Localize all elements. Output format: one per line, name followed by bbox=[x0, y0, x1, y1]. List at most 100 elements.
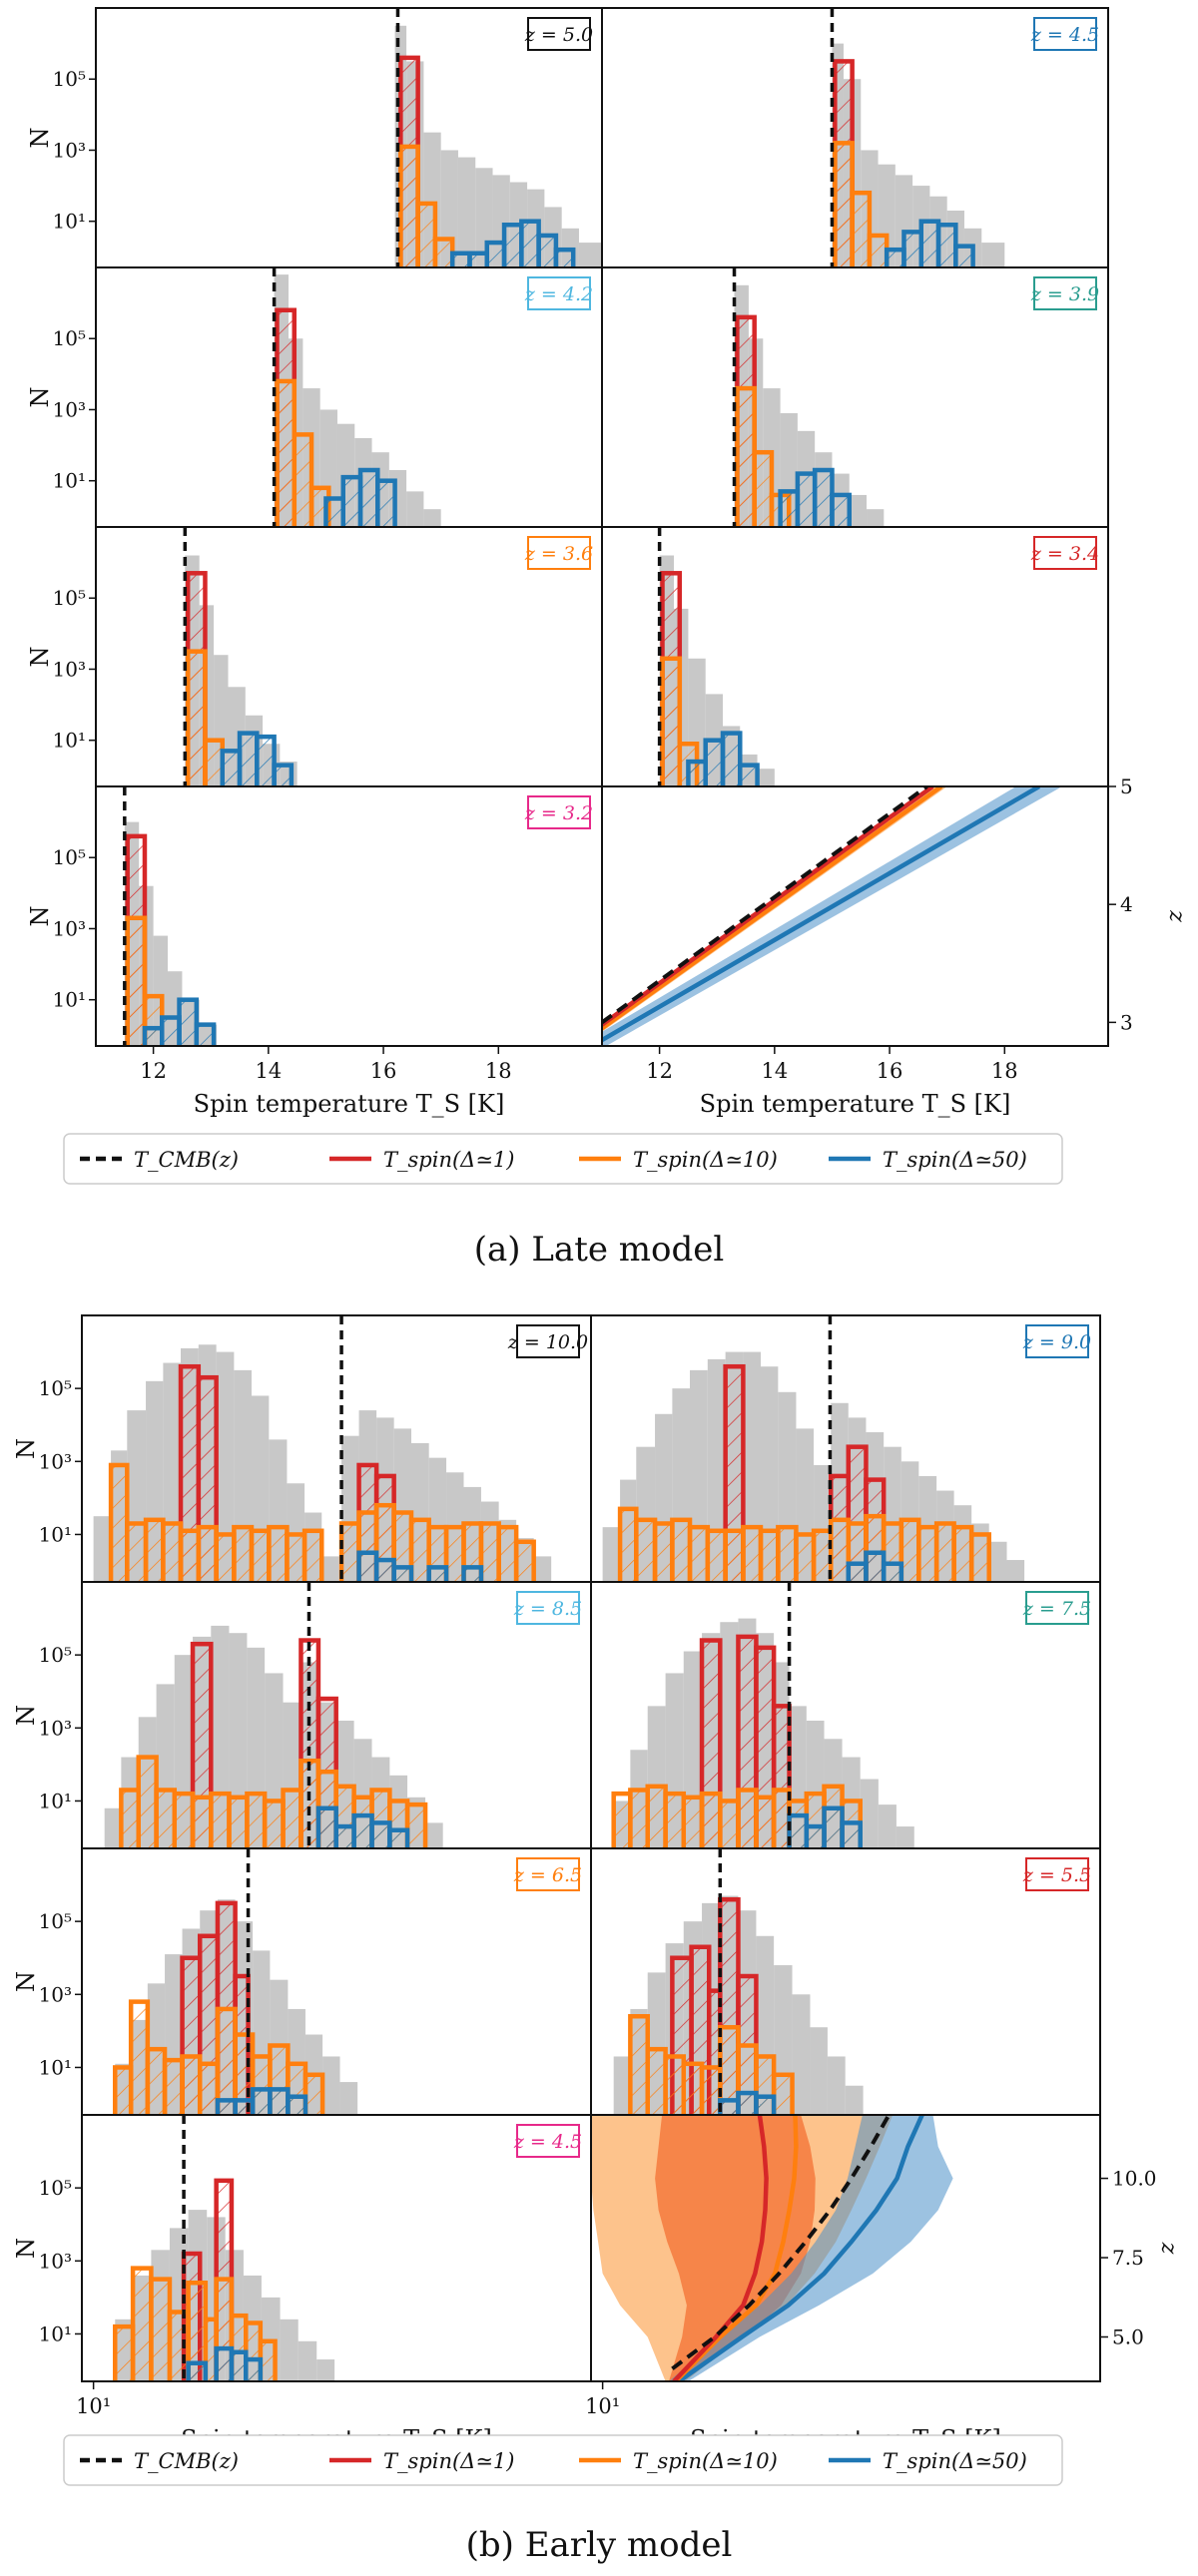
line-tcmb bbox=[602, 786, 928, 1025]
bar-tspin-delta50 bbox=[220, 749, 243, 786]
bar-tspin-delta50 bbox=[519, 219, 541, 267]
bar-tspin-delta50 bbox=[953, 244, 975, 267]
bar-tspin-delta50 bbox=[387, 1827, 410, 1848]
bar-tspin-delta10 bbox=[145, 2046, 168, 2115]
bar-tspin-delta50 bbox=[237, 731, 260, 786]
bar-tspin-delta1 bbox=[723, 1363, 746, 1582]
z-label: z = 8.5 bbox=[513, 1598, 582, 1620]
bar-tspin-delta50 bbox=[812, 467, 835, 527]
z-label-box bbox=[1033, 17, 1097, 51]
hist-panel-early-0: z = 10.0 10¹ 10³ 10⁵ N bbox=[12, 1314, 592, 1583]
z-tick-label: 5.0 bbox=[1112, 2325, 1144, 2349]
hist-plot-area bbox=[183, 527, 298, 786]
hist-plot-area bbox=[104, 1582, 443, 1848]
hist-panel-late-3: z = 3.9 bbox=[601, 266, 1109, 528]
bar-tspin-delta10 bbox=[443, 1524, 466, 1582]
y-tick-label: 10¹ bbox=[53, 988, 86, 1012]
hist-plot-area bbox=[272, 267, 441, 527]
bar-tspin-delta10 bbox=[718, 1799, 741, 1848]
bar-tspin-delta10 bbox=[275, 378, 298, 527]
bar-tspin-delta10 bbox=[898, 1517, 921, 1582]
y-tick-label: 10¹ bbox=[39, 1789, 72, 1812]
y-tick-label: 10³ bbox=[53, 138, 86, 162]
bar-tspin-delta10 bbox=[197, 2061, 221, 2115]
legend-item-delta10-label: T_spin(Δ≃10) bbox=[633, 1148, 778, 1172]
bar-all-cells bbox=[578, 243, 602, 267]
z-label-box bbox=[1033, 276, 1097, 310]
z-tick-label: 4 bbox=[1120, 892, 1133, 916]
bar-tspin-delta50 bbox=[754, 2094, 777, 2115]
bar-tspin-delta10 bbox=[404, 1802, 428, 1848]
x-tick-label: 16 bbox=[877, 1059, 903, 1083]
bar-all-cells bbox=[613, 2056, 631, 2115]
hist-panel-late-4: z = 3.6 10¹ 10³ 10⁵ N bbox=[26, 526, 603, 787]
bar-tspin-delta10 bbox=[338, 1521, 361, 1582]
y-tick-label: 10³ bbox=[39, 1982, 72, 2006]
hist-panel-late-0: z = 5.0 10¹ 10³ 10⁵ N bbox=[26, 7, 603, 268]
z-label-box bbox=[516, 2124, 580, 2158]
bar-all-cells bbox=[757, 769, 775, 786]
bar-tspin-delta10 bbox=[125, 1521, 149, 1582]
bar-all-cells bbox=[827, 2056, 846, 2115]
line-tspin-delta10 bbox=[602, 786, 943, 1031]
hist-plot-area bbox=[602, 1315, 1025, 1582]
bar-tspin-delta50 bbox=[467, 251, 490, 267]
y-axis-label: N bbox=[26, 647, 54, 668]
z-plot-area bbox=[602, 786, 1062, 1046]
band-tspin-delta1 bbox=[655, 2115, 816, 2381]
x-tick-label: 10¹ bbox=[585, 2394, 620, 2418]
legend-early: T_CMB(z) T_spin(Δ≃1) T_spin(Δ≃10) T_spin(Δ≃… bbox=[63, 2434, 1063, 2486]
bar-tspin-delta10 bbox=[916, 1524, 939, 1582]
hist-plot-area bbox=[830, 8, 1005, 267]
z-label: z = 6.5 bbox=[513, 1864, 582, 1886]
hist-panel-early-6: z = 4.5 10¹ 10³ 10⁵ N bbox=[12, 2114, 592, 2382]
bar-tspin-delta10 bbox=[128, 1999, 151, 2115]
band-tspin-delta10 bbox=[602, 786, 947, 1032]
y-axis-label: N bbox=[12, 1438, 40, 1459]
bar-tspin-delta50 bbox=[461, 1565, 484, 1582]
hist-panel-late-2: z = 4.2 10¹ 10³ 10⁵ N bbox=[26, 266, 603, 528]
z-label: z = 3.6 bbox=[524, 543, 593, 565]
bar-tspin-delta50 bbox=[778, 489, 801, 527]
bar-tspin-delta10 bbox=[794, 1532, 817, 1582]
bar-tspin-delta10 bbox=[180, 2054, 203, 2115]
bar-all-cells bbox=[896, 1826, 914, 1848]
x-tick-label: 18 bbox=[485, 1059, 512, 1083]
bar-tspin-delta10 bbox=[758, 1528, 781, 1582]
bar-all-cells bbox=[720, 1622, 739, 1848]
bar-tspin-delta50 bbox=[822, 1805, 845, 1848]
z-label-box bbox=[516, 1591, 580, 1625]
bar-tspin-delta10 bbox=[214, 1532, 237, 1582]
z-label: z = 4.2 bbox=[524, 283, 593, 305]
z-label: z = 4.5 bbox=[513, 2131, 582, 2153]
y-tick-label: 10³ bbox=[53, 657, 86, 681]
y-tick-label: 10⁵ bbox=[53, 67, 86, 91]
legend-item-tcmb-label: T_CMB(z) bbox=[134, 2449, 239, 2473]
bar-tspin-delta10 bbox=[670, 1517, 693, 1582]
bar-tspin-delta50 bbox=[375, 478, 397, 527]
bar-all-cells bbox=[425, 1822, 443, 1848]
bar-all-cells bbox=[760, 1366, 779, 1582]
hist-panel-early-5: z = 5.5 bbox=[590, 1847, 1101, 2116]
bar-tspin-delta10 bbox=[829, 1517, 852, 1582]
bar-tspin-delta10 bbox=[281, 1788, 303, 1848]
bar-tspin-delta10 bbox=[190, 1795, 214, 1848]
bar-tspin-delta10 bbox=[771, 2072, 795, 2115]
z-label: z = 5.5 bbox=[1022, 1864, 1091, 1886]
caption-early: (b) Early model bbox=[465, 2525, 733, 2565]
bar-tspin-delta50 bbox=[553, 247, 576, 267]
y-tick-label: 10³ bbox=[39, 1716, 72, 1740]
legend-item-delta1-label: T_spin(Δ≃1) bbox=[383, 2449, 514, 2473]
bar-tspin-delta10 bbox=[125, 915, 148, 1046]
bar-tspin-delta10 bbox=[513, 1539, 536, 1582]
bar-tspin-delta10 bbox=[249, 1528, 272, 1582]
bar-tspin-delta10 bbox=[203, 738, 226, 786]
bar-tspin-delta10 bbox=[699, 1791, 723, 1848]
bar-tspin-delta50 bbox=[449, 251, 472, 267]
bar-tspin-delta50 bbox=[840, 1820, 863, 1848]
bar-tspin-delta10 bbox=[292, 432, 314, 527]
y-axis-label: N bbox=[26, 387, 54, 408]
bar-tspin-delta10 bbox=[185, 649, 208, 786]
bar-all-cells bbox=[1006, 1560, 1025, 1582]
